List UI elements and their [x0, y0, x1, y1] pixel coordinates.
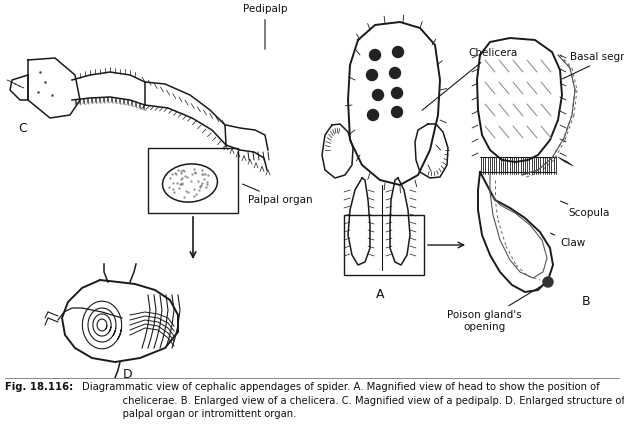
Text: B: B — [582, 295, 591, 308]
Text: Fig. 18.116:: Fig. 18.116: — [5, 382, 73, 392]
Text: Palpal organ: Palpal organ — [243, 184, 313, 205]
Bar — [148, 148, 238, 213]
Circle shape — [366, 70, 378, 81]
Text: Basal segment: Basal segment — [562, 52, 624, 79]
Text: A: A — [376, 288, 384, 301]
Text: Diagrammatic view of cephalic appendages of spider. A. Magnified view of head to: Diagrammatic view of cephalic appendages… — [82, 382, 624, 419]
Ellipse shape — [163, 164, 217, 202]
Bar — [344, 215, 424, 275]
Circle shape — [368, 110, 379, 120]
Text: Scopula: Scopula — [560, 201, 610, 218]
Circle shape — [392, 46, 404, 58]
Text: D: D — [123, 368, 133, 381]
Text: C: C — [18, 122, 27, 135]
Circle shape — [543, 277, 553, 287]
Text: Poison gland's
opening: Poison gland's opening — [447, 284, 545, 332]
Text: Pedipalp: Pedipalp — [243, 4, 287, 49]
Text: Chelicera: Chelicera — [422, 48, 517, 110]
Circle shape — [391, 87, 402, 98]
Circle shape — [373, 90, 384, 100]
Circle shape — [369, 49, 381, 61]
Circle shape — [389, 68, 401, 78]
Text: Claw: Claw — [550, 233, 585, 248]
Circle shape — [391, 107, 402, 117]
